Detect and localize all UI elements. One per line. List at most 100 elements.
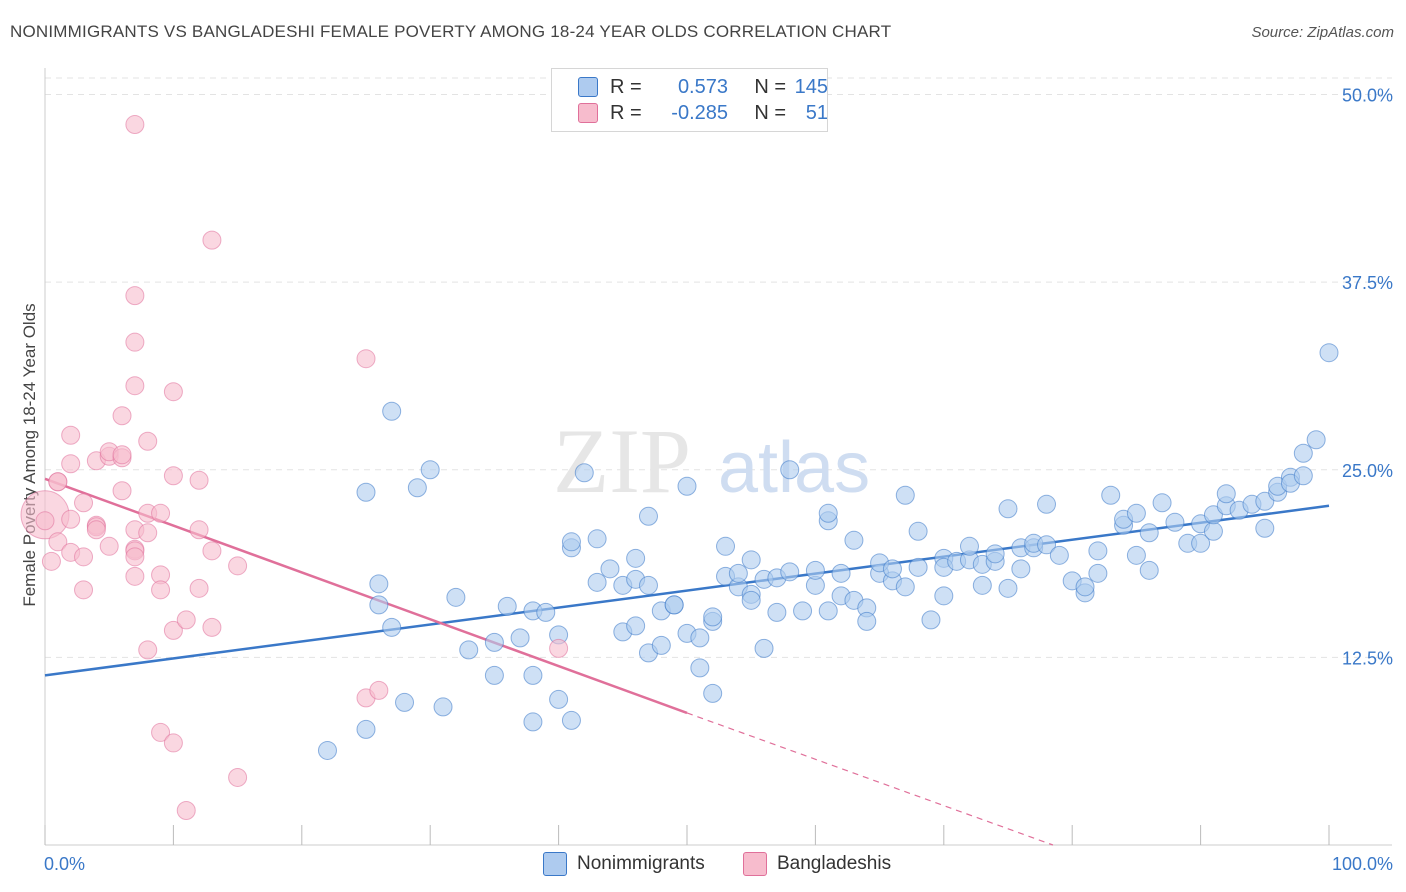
data-point	[125, 547, 145, 567]
data-point	[369, 574, 389, 594]
legend-r-label: R =	[610, 75, 642, 98]
data-point	[382, 401, 402, 421]
data-point	[112, 406, 132, 426]
data-point	[61, 454, 81, 474]
data-point	[908, 521, 928, 541]
data-point	[1306, 430, 1326, 450]
data-point	[998, 578, 1018, 598]
data-point	[754, 638, 774, 658]
legend-n-label: N =	[754, 75, 786, 98]
data-point	[908, 557, 928, 577]
stats-legend: R = 0.573 N = 145 R = -0.285 N = 51	[551, 68, 828, 132]
data-point	[202, 617, 222, 637]
data-point	[690, 658, 710, 678]
data-point	[484, 632, 504, 652]
data-point	[728, 563, 748, 583]
data-point	[176, 610, 196, 630]
data-point	[61, 425, 81, 445]
legend-swatch-blue	[578, 77, 598, 97]
data-point	[369, 595, 389, 615]
x-tick-label: 0.0%	[44, 854, 85, 874]
legend-row-bangladeshis: R = -0.285 N = 51	[578, 100, 828, 126]
data-point	[741, 550, 761, 570]
legend-r-label: R =	[610, 101, 642, 124]
x-tick-label: 100.0%	[1332, 854, 1393, 874]
y-tick-label: 25.0%	[1342, 461, 1393, 481]
data-point	[844, 530, 864, 550]
data-point	[805, 560, 825, 580]
data-point	[202, 541, 222, 561]
data-point	[125, 286, 145, 306]
data-point	[138, 431, 158, 451]
watermark-zip: ZIP	[553, 410, 691, 512]
data-point	[1216, 484, 1236, 504]
chart-title: NONIMMIGRANTS VS BANGLADESHI FEMALE POVE…	[10, 22, 892, 41]
data-point	[382, 617, 402, 637]
data-point	[651, 635, 671, 655]
legend-swatch-pink	[578, 103, 598, 123]
data-point	[317, 740, 337, 760]
axes	[44, 68, 1392, 846]
data-point	[48, 472, 68, 492]
data-point	[934, 586, 954, 606]
legend-r-value: 0.573	[677, 75, 728, 98]
data-point	[549, 638, 569, 658]
trend-lines	[44, 477, 1330, 846]
legend-n-label: N =	[754, 101, 786, 124]
data-point	[163, 466, 183, 486]
y-tick-label: 37.5%	[1342, 273, 1393, 293]
data-point	[1088, 541, 1108, 561]
data-point	[125, 566, 145, 586]
data-point	[1255, 518, 1275, 538]
chart-source: Source: ZipAtlas.com	[1251, 24, 1394, 41]
data-point	[202, 230, 222, 250]
data-point	[895, 485, 915, 505]
data-point	[41, 551, 61, 571]
data-point	[163, 620, 183, 640]
data-point	[1139, 560, 1159, 580]
data-point	[510, 628, 530, 648]
data-point	[523, 665, 543, 685]
data-point	[112, 481, 132, 501]
data-point	[74, 547, 94, 567]
data-point	[587, 529, 607, 549]
data-point	[703, 683, 723, 703]
data-point	[895, 577, 915, 597]
data-point	[189, 520, 209, 540]
data-point	[638, 506, 658, 526]
bottom-legend-bangladeshis: Bangladeshis	[743, 852, 891, 876]
data-point	[780, 460, 800, 480]
data-point	[1293, 443, 1313, 463]
data-point	[818, 503, 838, 523]
data-point	[921, 610, 941, 630]
data-point	[1152, 493, 1172, 513]
bottom-legend-swatch-blue	[543, 852, 567, 876]
data-point	[882, 559, 902, 579]
data-point	[1165, 512, 1185, 532]
bottom-legend-nonimmigrants: Nonimmigrants	[543, 852, 705, 876]
data-point	[998, 499, 1018, 519]
data-point	[1075, 577, 1095, 597]
trend-line-bangladeshis-extension	[686, 712, 1054, 846]
data-point	[433, 697, 453, 717]
data-point	[189, 470, 209, 490]
data-point	[587, 572, 607, 592]
data-point	[1037, 535, 1057, 555]
data-point	[972, 575, 992, 595]
data-point	[138, 523, 158, 543]
data-point	[1319, 343, 1339, 363]
series-nonimmigrants	[317, 343, 1339, 760]
data-points	[20, 115, 1339, 820]
data-point	[767, 602, 787, 622]
data-point	[600, 559, 620, 579]
data-point	[61, 509, 81, 529]
data-point	[741, 590, 761, 610]
data-point	[1191, 533, 1211, 553]
data-point	[1049, 545, 1069, 565]
data-point	[857, 611, 877, 631]
data-point	[523, 712, 543, 732]
data-point	[446, 587, 466, 607]
data-point	[985, 544, 1005, 564]
data-point	[497, 596, 517, 616]
data-point	[1101, 485, 1121, 505]
